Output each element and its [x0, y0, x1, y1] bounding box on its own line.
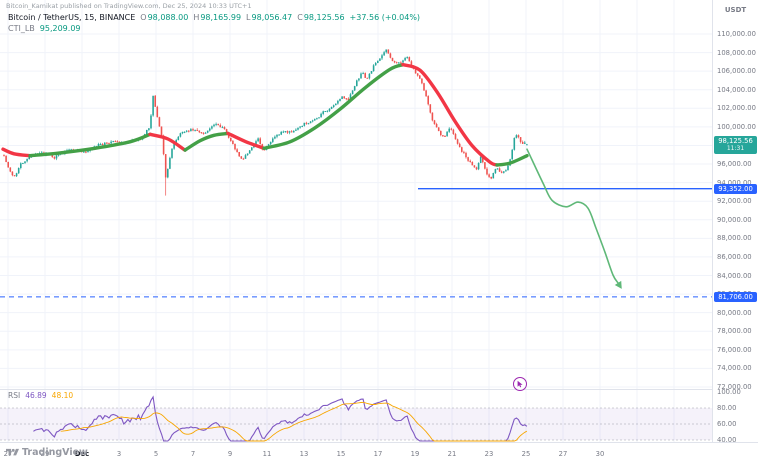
time-axis-label: 9	[227, 450, 233, 458]
time-axis-label: 3	[116, 450, 122, 458]
time-axis-label: 13	[299, 450, 309, 458]
price-axis-label: 100,000.00	[717, 122, 756, 131]
price-levels[interactable]	[0, 187, 712, 298]
ohlc-close-label: C	[297, 13, 303, 22]
price-axis-label: 78,000.00	[717, 327, 752, 336]
ohlc-open-value: 98,088.00	[147, 13, 189, 22]
time-axis-label: 30	[595, 450, 605, 458]
bar-countdown: 11:31	[726, 145, 745, 153]
price-axis-label: 108,000.00	[717, 48, 756, 57]
price-axis-label: 86,000.00	[717, 252, 752, 261]
price-axis-label: 72,000.00	[717, 382, 752, 391]
time-axis-label: 11	[262, 450, 272, 458]
ohlc-low-value: 98,056.47	[251, 13, 293, 22]
time-axis-label: 17	[373, 450, 383, 458]
candles	[3, 49, 528, 196]
price-axis-label: 74,000.00	[717, 364, 752, 373]
grid	[0, 0, 712, 442]
axis-currency-label: USDT	[724, 6, 747, 14]
rsi-ma-value: 48.10	[51, 391, 74, 400]
last-price-badge: 98,125.56 11:31	[714, 136, 757, 155]
price-axis-label: 84,000.00	[717, 271, 752, 280]
price-axis-label: 80,000.00	[717, 308, 752, 317]
price-axis-label: 106,000.00	[717, 67, 756, 76]
rsi-plot	[33, 395, 528, 442]
ohlc-change: +37.56 (+0.04%)	[349, 13, 421, 22]
time-axis-label: 19	[410, 450, 420, 458]
price-axis-label: 104,000.00	[717, 85, 756, 94]
time-axis-label: 29	[40, 450, 50, 458]
price-axis[interactable]: USDT 98,125.56 11:31 93,352.00 81,706.00…	[712, 0, 758, 468]
time-axis-label: 5	[153, 450, 159, 458]
price-axis-label: 90,000.00	[717, 215, 752, 224]
time-axis-label: 23	[484, 450, 494, 458]
time-axis-label: 15	[336, 450, 346, 458]
coral-trend-line	[1, 62, 529, 167]
attribution-text: Bitcoin_Kamikat published on TradingView…	[6, 2, 252, 10]
price-axis-label: 102,000.00	[717, 104, 756, 113]
time-axis-label: 27	[3, 450, 13, 458]
ohlc-close-value: 98,125.56	[303, 13, 345, 22]
rsi-axis-label: 60.00	[717, 420, 737, 428]
time-axis-label: 25	[521, 450, 531, 458]
level-price-badge: 93,352.00	[714, 183, 757, 194]
level-price-badge: 81,706.00	[714, 291, 757, 302]
indicator-value: 95,209.09	[39, 24, 81, 33]
ohlc-high-label: H	[193, 13, 200, 22]
rsi-title[interactable]: RSI	[8, 391, 21, 400]
ohlc-high-value: 98,165.99	[200, 13, 242, 22]
tradingview-logo-icon	[6, 448, 19, 456]
tradingview-logo[interactable]: TradingView	[6, 447, 88, 458]
price-axis-label: 110,000.00	[717, 30, 756, 38]
chart-legend: Bitcoin / TetherUS, 15, BINANCE O 98,088.…	[8, 12, 420, 34]
indicator-name[interactable]: CTI_LB	[8, 24, 35, 33]
ohlc-open-label: O	[140, 13, 147, 22]
cursor-marker-icon[interactable]	[513, 377, 527, 391]
rsi-axis-label: 40.00	[717, 436, 737, 444]
cursor-arrow-glyph	[517, 380, 523, 388]
price-axis-label: 76,000.00	[717, 345, 752, 354]
time-axis-label: 21	[447, 450, 457, 458]
time-axis-label: 27	[558, 450, 568, 458]
ohlc-low-label: L	[246, 13, 251, 22]
last-price-value: 98,125.56	[718, 137, 753, 146]
price-axis-label: 94,000.00	[717, 178, 752, 187]
projection-arrow[interactable]	[526, 148, 622, 289]
rsi-axis-label: 100.00	[717, 388, 741, 396]
symbol-title[interactable]: Bitcoin / TetherUS, 15, BINANCE	[8, 13, 136, 22]
time-axis-label: Dec	[74, 450, 90, 458]
time-axis[interactable]: 27 29 Dec 3 5 7 9 11 13 15 17 19 21 23 25 27 30	[0, 442, 758, 468]
rsi-value: 46.89	[25, 391, 47, 400]
rsi-legend: RSI 46.89 48.10	[8, 391, 73, 400]
rsi-axis-label: 80.00	[717, 404, 737, 412]
time-axis-label: 7	[190, 450, 196, 458]
tradingview-logo-text: TradingView	[22, 447, 88, 458]
price-axis-label: 96,000.00	[717, 160, 752, 169]
price-axis-label: 88,000.00	[717, 234, 752, 243]
price-axis-label: 92,000.00	[717, 197, 752, 206]
